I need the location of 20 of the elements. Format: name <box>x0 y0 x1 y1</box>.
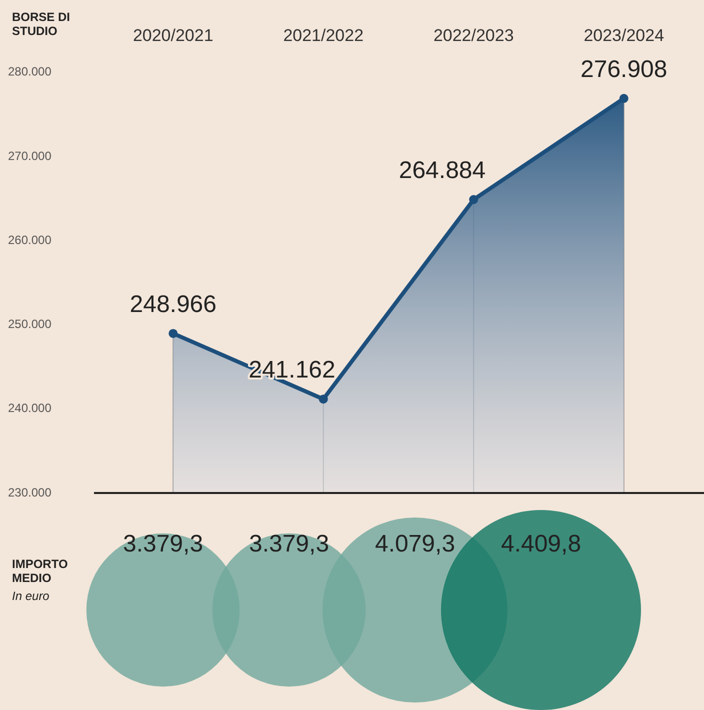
chart-title: BORSE DI STUDIO <box>12 10 72 38</box>
y-tick-label: 230.000 <box>8 485 52 500</box>
data-label: 4.409,8 <box>500 530 582 558</box>
data-label: 3.379,3 <box>248 530 330 558</box>
x-tick-label: 2020/2021 <box>132 26 214 45</box>
y-tick-label: 240.000 <box>8 401 52 416</box>
data-label: 264.884 <box>398 157 486 184</box>
text: IMPORTO MEDIO <box>12 557 69 585</box>
data-label: 4.079,3 <box>374 530 456 558</box>
y-tick-label: 270.000 <box>8 148 52 163</box>
text: In euro <box>12 589 50 603</box>
data-label: 276.908 <box>580 56 668 84</box>
y-tick-label: 250.000 <box>8 317 52 332</box>
x-tick-label: 2022/2023 <box>433 26 514 45</box>
y-tick-label: 280.000 <box>8 64 52 79</box>
x-tick-label: 2023/2024 <box>584 26 664 45</box>
data-label: 3.379,3 <box>122 530 204 558</box>
x-tick-label: 2021/2022 <box>283 26 364 45</box>
y-tick-label: 260.000 <box>8 232 52 247</box>
data-label: 248.966 <box>130 291 217 318</box>
